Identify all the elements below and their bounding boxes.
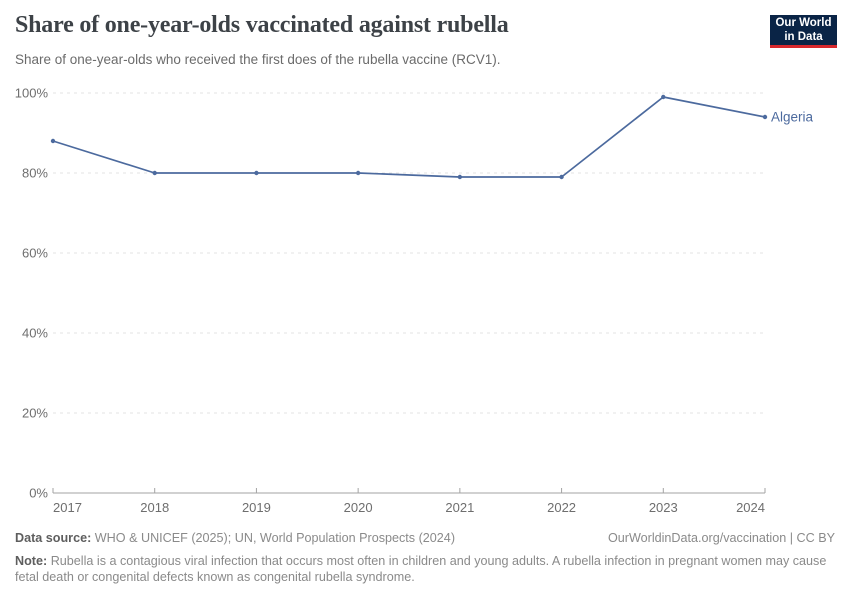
chart-subtitle: Share of one-year-olds who received the … [15, 52, 501, 67]
data-source-label: Data source: [15, 531, 92, 545]
note-text: Rubella is a contagious viral infection … [15, 554, 827, 585]
owid-citation-link[interactable]: OurWorldinData.org/vaccination | CC BY [607, 531, 835, 545]
data-source-text: WHO & UNICEF (2025); UN, World Populatio… [94, 531, 456, 545]
x-tick-label-2018: 2018 [140, 500, 169, 515]
chart-canvas: 0% 20% 40% 60% 80% 100% 2017 2018 2019 2020 2021 20… [15, 86, 814, 516]
data-point-2020-algeria[interactable] [355, 170, 361, 176]
logo-line-1: Our World [775, 16, 832, 29]
y-tick-label-100: 100% [15, 86, 49, 101]
chart-area: 0% 20% 40% 60% 80% 100% 2017 2018 2019 2020 2021 20… [0, 80, 850, 525]
data-point-2024-algeria[interactable] [762, 114, 768, 120]
y-tick-label-40: 40% [22, 326, 48, 341]
y-tick-label-20: 20% [22, 406, 48, 421]
data-point-2022-algeria[interactable] [559, 174, 564, 180]
logo-line-2: in Data [784, 31, 823, 43]
x-tick-label-2019: 2019 [242, 500, 271, 515]
series-line-algeria[interactable] [52, 96, 766, 178]
owid-logo[interactable]: Our World in Data [770, 15, 837, 48]
x-tick-label-2021: 2021 [445, 500, 474, 515]
note-label: Note: [15, 554, 48, 568]
chart-note: Note: Rubella is a contagious viral infe… [15, 553, 833, 586]
x-tick-label-2017: 2017 [53, 500, 82, 515]
x-tick-label-2023: 2023 [649, 500, 678, 515]
page-title: Share of one-year-olds vaccinated agains… [15, 12, 509, 38]
data-point-2019-algeria[interactable] [254, 170, 259, 176]
y-tick-label-0: 0% [29, 486, 48, 501]
x-tick-label-2020: 2020 [344, 500, 373, 515]
x-tick-label-2022: 2022 [547, 500, 576, 515]
data-point-2021-algeria[interactable] [457, 174, 463, 180]
y-tick-label-80: 80% [22, 166, 48, 181]
data-source: Data source: WHO & UNICEF (2025); UN, Wo… [15, 531, 455, 545]
data-point-2018-algeria[interactable] [152, 170, 157, 176]
x-tick-label-2024: 2024 [736, 500, 765, 515]
data-point-2023-algeria[interactable] [661, 94, 666, 100]
series-label-algeria[interactable]: Algeria [771, 110, 814, 125]
y-tick-label-60: 60% [22, 246, 48, 261]
data-point-2017-algeria[interactable] [50, 138, 56, 144]
